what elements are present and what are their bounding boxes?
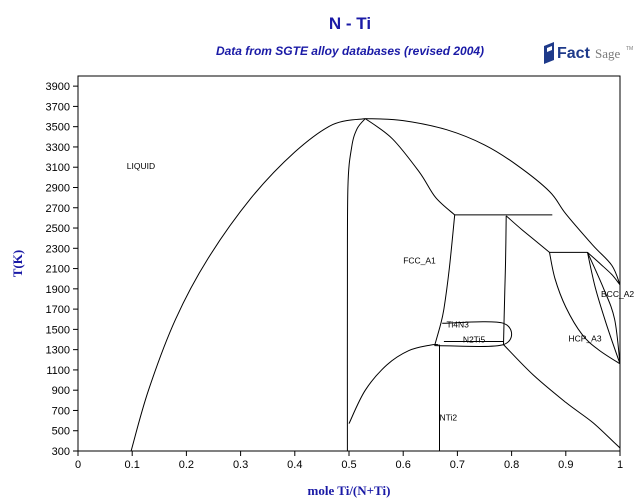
- boundary-hcp-low-boundary: [503, 344, 621, 449]
- boundary-hcp-solidus-left: [503, 215, 507, 345]
- plot-frame: [77, 75, 621, 452]
- y-tick-label: 1700: [46, 304, 70, 316]
- y-tick-label: 3300: [46, 142, 70, 154]
- x-tick-label: 0.3: [233, 459, 248, 471]
- y-tick-label: 900: [52, 385, 70, 397]
- boundary-liquidus-right: [365, 118, 621, 286]
- boundary-bcc-right: [587, 252, 621, 364]
- boundary-nti2-dome: [348, 344, 439, 424]
- y-tick-label: 3700: [46, 101, 70, 113]
- x-tick-label: 0.9: [558, 459, 573, 471]
- y-tick-label: 2100: [46, 264, 70, 276]
- chart-title: N - Ti: [328, 14, 372, 33]
- y-tick-label: 1500: [46, 324, 70, 336]
- boundary-bcc-transus: [587, 252, 621, 364]
- x-tick-label: 0.4: [287, 459, 302, 471]
- x-tick-label: 0.2: [179, 459, 194, 471]
- region-label: N2Ti5: [463, 335, 486, 345]
- region-label: FCC_A1: [403, 256, 436, 266]
- logo-fact: Fact: [557, 45, 591, 62]
- axis-ticks: 0 0.1 0.2 0.3 0.4 0.5 0.6 0.7 0.8 0.9 130050070090…: [46, 81, 624, 471]
- x-tick-label: 1: [617, 459, 623, 471]
- x-axis-title: mole Ti/(N+Ti): [308, 483, 391, 498]
- x-tick-label: 0.6: [396, 459, 411, 471]
- y-tick-label: 500: [52, 426, 70, 438]
- x-tick-label: 0.5: [341, 459, 356, 471]
- x-tick-label: 0.7: [450, 459, 465, 471]
- boundary-hcp-from-liquid: [505, 215, 550, 253]
- y-tick-label: 3100: [46, 162, 70, 174]
- boundary-hcp-right-boundary: [549, 252, 621, 365]
- region-label: Ti4N3: [447, 319, 470, 329]
- y-tick-label: 300: [52, 446, 70, 458]
- y-tick-label: 2300: [46, 243, 70, 255]
- boundary-fcc-left-boundary: [346, 118, 366, 452]
- region-labels: LIQUID FCC_A1 Ti4N3 N2Ti5 HCP_A3 BCC_A2 NTi2: [127, 161, 635, 422]
- y-tick-label: 1300: [46, 345, 70, 357]
- y-tick-label: 3900: [46, 81, 70, 93]
- y-tick-label: 700: [52, 405, 70, 417]
- region-label: BCC_A2: [601, 289, 634, 299]
- boundary-liquidus-left: [130, 118, 366, 452]
- y-axis-title: T(K): [10, 250, 25, 277]
- region-label: LIQUID: [127, 161, 155, 171]
- x-tick-label: 0: [75, 459, 81, 471]
- chart-subtitle: Data from SGTE alloy databases (revised …: [215, 44, 485, 58]
- boundary-hcp-bcc-upper: [587, 252, 621, 286]
- factsage-logo: Fact Sage TM: [544, 42, 633, 64]
- logo-sage: Sage: [595, 46, 621, 61]
- boundary-fcc-solidus-right: [365, 118, 456, 216]
- y-tick-label: 1900: [46, 284, 70, 296]
- boundary-fcc-right-boundary: [434, 214, 456, 346]
- phase-boundaries: [130, 118, 621, 452]
- region-label: HCP_A3: [569, 334, 602, 344]
- y-tick-label: 2900: [46, 182, 70, 194]
- y-tick-label: 2500: [46, 223, 70, 235]
- y-tick-label: 3500: [46, 122, 70, 134]
- y-tick-label: 1100: [46, 365, 70, 377]
- x-tick-label: 0.8: [504, 459, 519, 471]
- y-tick-label: 2700: [46, 203, 70, 215]
- region-label: NTi2: [440, 413, 458, 423]
- boundary-ti4n3-box: [434, 321, 513, 347]
- logo-icon: [544, 42, 554, 64]
- x-tick-label: 0.1: [125, 459, 140, 471]
- logo-tm: TM: [626, 46, 633, 52]
